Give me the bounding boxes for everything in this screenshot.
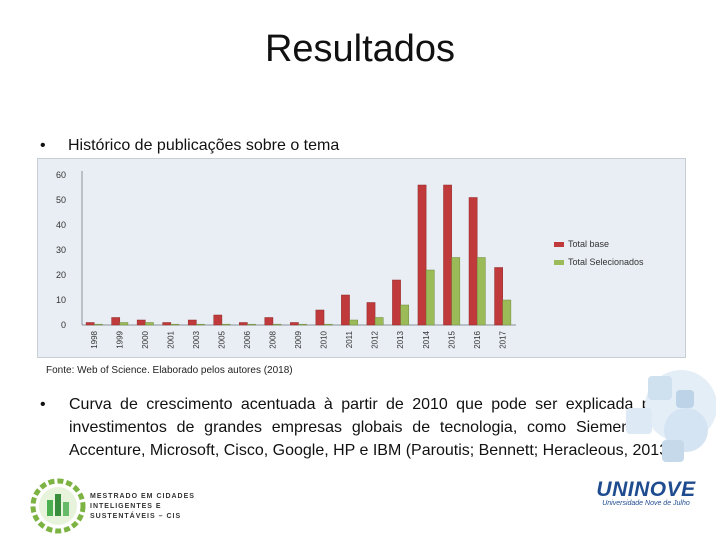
y-tick-label: 30 (56, 245, 66, 255)
bar-total-base (494, 267, 503, 326)
bar-total-selecionados (425, 269, 435, 326)
bullet-curva-text: Curva de crescimento acentuada à partir … (69, 396, 680, 459)
bar-total-selecionados (502, 299, 512, 326)
bar-total-base (341, 294, 350, 326)
x-tick-label: 2016 (473, 330, 482, 348)
bullet-dot: • (40, 137, 46, 154)
x-tick-label: 2010 (320, 330, 329, 348)
cis-logo-text: MESTRADO EM CIDADES INTELIGENTES E SUSTE… (90, 492, 195, 522)
bar-total-base (468, 197, 478, 326)
y-tick-label: 10 (56, 295, 66, 305)
legend-label: Total Selecionados (568, 257, 644, 267)
x-tick-label: 2015 (447, 330, 456, 348)
bar-total-base (264, 317, 274, 326)
bar-total-base (392, 279, 401, 326)
bar-total-selecionados (374, 317, 384, 326)
bar-total-base (315, 309, 325, 326)
y-tick-label: 60 (56, 170, 66, 180)
chart-area: 0 10 20 30 40 50 60 1998 1999 2000 2001 2003 2005 200… (37, 158, 686, 358)
cis-logo-line: INTELIGENTES E (90, 503, 162, 510)
legend-swatch (554, 242, 564, 247)
bar-total-selecionados (272, 323, 282, 326)
y-tick-label: 50 (56, 195, 66, 205)
bar-total-selecionados (119, 322, 129, 326)
bar-total-selecionados (298, 323, 307, 326)
uninove-logo-sub: Universidade Nove de Julho (602, 500, 690, 507)
bar-total-base (111, 317, 121, 326)
x-tick-label: 2000 (141, 330, 150, 348)
bar-total-base (290, 322, 299, 326)
x-tick-label: 2012 (371, 330, 380, 348)
legend-swatch (554, 260, 564, 265)
cis-logo-line: SUSTENTÁVEIS – CIS (90, 513, 182, 520)
x-tick-label: 1999 (115, 330, 124, 348)
bar-total-base (187, 319, 197, 326)
bar-total-base (239, 322, 248, 326)
bar-total-selecionados (247, 323, 256, 326)
slide-title: Resultados (264, 28, 456, 70)
bullet-historico-text: Histórico de publicações sobre o tema (68, 137, 340, 154)
cis-logo-line: MESTRADO EM CIDADES (90, 493, 195, 500)
x-tick-label: 2008 (269, 330, 278, 348)
y-tick-label: 40 (56, 220, 66, 230)
uninove-logo: UNINOVE Universidade Nove de Julho (596, 478, 696, 507)
y-tick-label: 20 (56, 270, 66, 280)
bullet-historico: • Histórico de publicações sobre o tema (40, 134, 339, 157)
bullet-dot: • (40, 396, 46, 413)
x-tick-label: 2003 (192, 330, 201, 348)
x-tick-label: 2013 (396, 330, 405, 348)
bar-total-base (417, 184, 427, 326)
cis-logo-icon (30, 478, 86, 534)
bar-total-selecionados (170, 323, 180, 326)
bar-total-selecionados (323, 323, 333, 326)
bar-total-selecionados (196, 323, 205, 326)
x-tick-label: 2006 (243, 330, 252, 348)
x-tick-label: 2001 (166, 330, 175, 348)
bar-total-selecionados (221, 323, 231, 326)
bar-total-selecionados (400, 304, 410, 326)
bar-total-base (136, 319, 146, 326)
bar-total-selecionados (476, 257, 486, 326)
bar-total-base (85, 322, 95, 326)
y-tick-label: 0 (61, 320, 66, 330)
bar-total-selecionados (349, 319, 358, 326)
chart-source: Fonte: Web of Science. Elaborado pelos a… (46, 365, 293, 376)
x-tick-label: 1998 (90, 330, 99, 348)
bar-total-base (213, 314, 223, 326)
uninove-logo-word: UNINOVE (596, 478, 696, 501)
x-tick-label: 2005 (218, 330, 227, 348)
bar-total-base (366, 302, 376, 326)
publications-bar-chart: 0 10 20 30 40 50 60 1998 1999 2000 2001 2003 2005 200… (56, 170, 644, 349)
decorative-graphic (626, 370, 716, 462)
legend-label: Total base (568, 239, 609, 249)
bar-total-selecionados (145, 322, 154, 326)
bar-total-base (443, 184, 452, 326)
bar-total-selecionados (451, 257, 461, 326)
x-tick-label: 2011 (345, 330, 354, 348)
bullet-curva: • Curva de crescimento acentuada à parti… (40, 393, 680, 462)
x-tick-label: 2014 (422, 330, 431, 348)
x-tick-label: 2009 (294, 330, 303, 348)
x-tick-label: 2017 (498, 330, 507, 348)
bar-total-base (162, 322, 172, 326)
bar-total-selecionados (94, 323, 103, 326)
